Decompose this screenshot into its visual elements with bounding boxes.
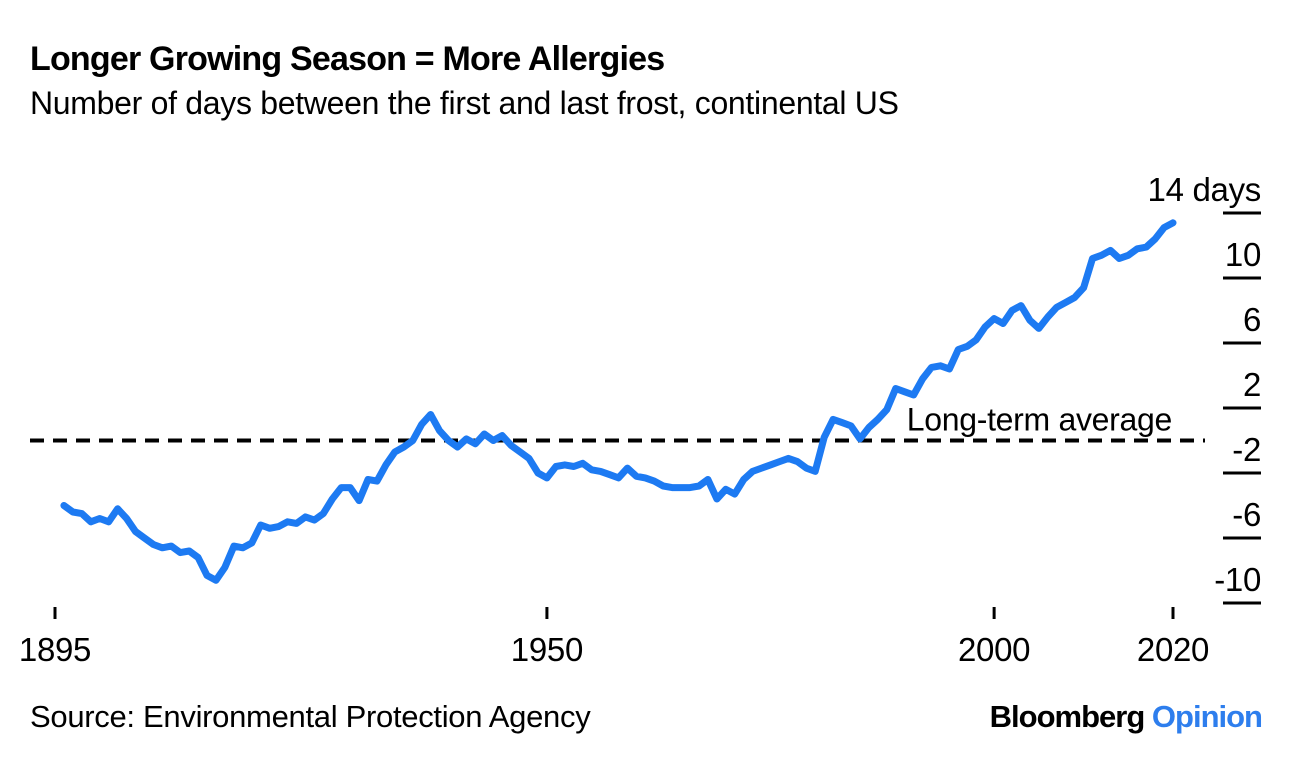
frost-days-line (60, 219, 1177, 584)
y-axis-label: -6 (1232, 496, 1261, 533)
y-axis-label: -2 (1232, 431, 1261, 468)
chart-subtitle: Number of days between the first and las… (30, 85, 899, 121)
x-axis-label: 1895 (19, 631, 91, 668)
y-axis-label: 2 (1243, 366, 1261, 403)
chart-title: Longer Growing Season = More Allergies (30, 40, 665, 78)
source-note: Source: Environmental Protection Agency (30, 699, 591, 734)
y-axis-label: 14 days (1148, 171, 1261, 208)
opinion-wordmark: Opinion (1151, 699, 1263, 734)
x-axis-label: 2000 (958, 631, 1030, 668)
y-axis-label: 6 (1243, 301, 1261, 338)
y-axis-label: 10 (1225, 236, 1261, 273)
bloomberg-opinion-logo: Bloomberg Opinion (989, 699, 1263, 735)
bloomberg-wordmark: Bloomberg (989, 699, 1146, 734)
x-axis-label: 1950 (511, 631, 583, 668)
x-axis-label: 2020 (1137, 631, 1209, 668)
y-axis-label: -10 (1214, 561, 1261, 598)
average-line-label: Long-term average (907, 402, 1172, 438)
